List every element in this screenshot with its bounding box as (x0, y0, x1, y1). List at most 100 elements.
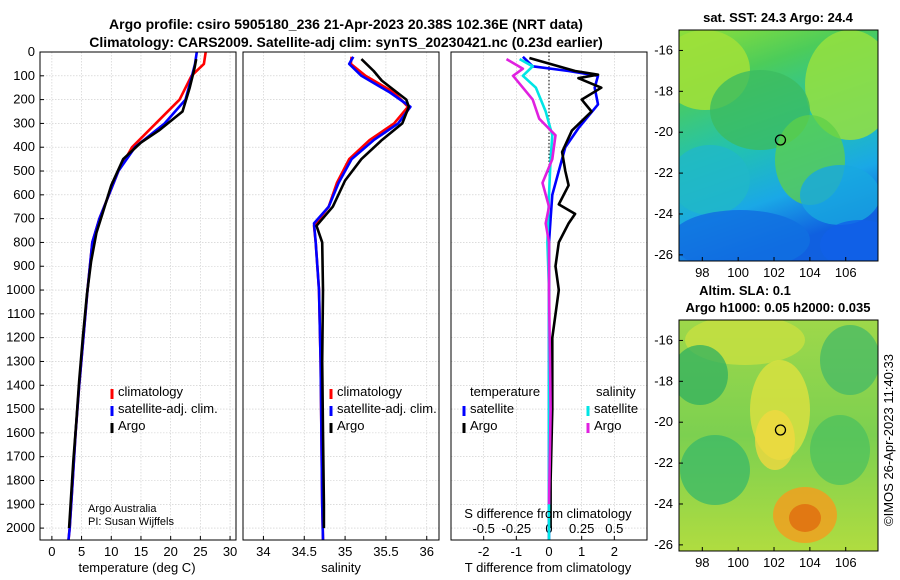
s-difference-label: S difference from climatology (464, 506, 632, 521)
legend-t-satellite: satellite (470, 401, 514, 416)
figure-title-line2: Climatology: CARS2009. Satellite-adj cli… (89, 34, 603, 50)
map-y-tick-label: -20 (654, 414, 673, 429)
x-tick-label: 2 (611, 544, 618, 559)
y-tick-label: 500 (13, 163, 35, 178)
map-y-tick-label: -18 (654, 83, 673, 98)
map-y-tick-label: -16 (654, 332, 673, 347)
sst-map-axes: 98 100 102 104 106 -16 -18 -20 -22 -24 -26 (654, 29, 879, 280)
salinity-xlabel: salinity (321, 560, 361, 575)
x-tick-label: 0 (48, 544, 55, 559)
figure-title-line1: Argo profile: csiro 5905180_236 21-Apr-2… (109, 16, 583, 32)
legend-s-argo: Argo (594, 418, 621, 433)
map-y-tick-label: -20 (654, 124, 673, 139)
map-x-tick-label: 100 (727, 265, 749, 280)
argo-location-marker (774, 424, 787, 436)
y-tick-label: 1900 (6, 496, 35, 511)
y-tick-label: 1100 (7, 306, 35, 321)
y-tick-label: 1800 (6, 472, 35, 487)
salinity-legend: climatology satellite-adj. clim. Argo (329, 384, 437, 433)
x-tick-label: 34 (256, 544, 270, 559)
map-y-tick-label: -26 (654, 247, 673, 262)
legend-salinity-title: salinity (596, 384, 636, 399)
legend-temperature-title: temperature (470, 384, 540, 399)
t-difference-xlabel: T difference from climatology (465, 560, 632, 575)
x-tick-label: 34.5 (292, 544, 317, 559)
map-y-tick-label: -26 (654, 537, 673, 552)
axes-frame (450, 51, 648, 541)
x-tick-label: 25 (193, 544, 207, 559)
sla-map-subtitle: Argo h1000: 0.05 h2000: 0.035 (686, 300, 871, 315)
y-tick-label: 300 (13, 115, 35, 130)
sla-map (679, 320, 878, 551)
x-tick-label: 1 (578, 544, 585, 559)
series-line (67, 51, 207, 541)
y-tick-label: 1500 (6, 401, 35, 416)
x-tick-label: 36 (420, 544, 434, 559)
sla-map-title: Altim. SLA: 0.1 (699, 283, 791, 298)
series-line (315, 58, 411, 529)
map-x-tick-label: 104 (799, 265, 821, 280)
legend-satellite-adj: satellite-adj. clim. (118, 401, 218, 416)
legend-t-argo: Argo (470, 418, 497, 433)
map-x-tick-label: 106 (835, 555, 857, 570)
x2-tick-label: -0.25 (502, 521, 532, 536)
y-tick-label: 0 (28, 44, 35, 59)
axes-frame (242, 51, 440, 541)
map-x-tick-label: 102 (763, 555, 785, 570)
map-y-tick-label: -22 (654, 455, 673, 470)
series-line (529, 56, 603, 529)
legend-argo-s: Argo (337, 418, 364, 433)
map-frame (678, 319, 879, 552)
x-tick-label: 15 (134, 544, 148, 559)
x2-tick-label: -0.5 (472, 521, 494, 536)
salinity-panel: 34 34.5 35 35.5 36 (242, 51, 440, 559)
map-x-tick-label: 98 (695, 265, 709, 280)
series-line (67, 58, 198, 529)
temperature-xlabel: temperature (deg C) (78, 560, 195, 575)
map-y-tick-label: -22 (654, 165, 673, 180)
series-line (312, 56, 412, 541)
x-tick-label: 10 (104, 544, 118, 559)
axes-frame (39, 51, 237, 541)
map-x-tick-label: 98 (695, 555, 709, 570)
sla-map-axes: 98 100 102 104 106 -16 -18 -20 -22 -24 -26 (654, 319, 879, 570)
y-tick-label: 100 (13, 68, 35, 83)
imos-timestamp: ©IMOS 26-Apr-2023 11:40:33 (881, 354, 896, 526)
map-y-tick-label: -16 (654, 42, 673, 57)
x-tick-label: 5 (78, 544, 85, 559)
sst-map (679, 30, 878, 261)
map-y-tick-label: -24 (654, 206, 673, 221)
map-y-tick-label: -24 (654, 496, 673, 511)
y-tick-label: 800 (13, 234, 35, 249)
y-tick-label: 700 (13, 211, 35, 226)
x-tick-label: -1 (511, 544, 523, 559)
x-tick-label: 30 (223, 544, 237, 559)
temperature-panel: 0 5 10 15 20 25 300100200300400500600700800900… (6, 44, 237, 559)
legend-climatology: climatology (118, 384, 184, 399)
series-line (518, 57, 554, 540)
map-y-tick-label: -18 (654, 373, 673, 388)
legend-s-satellite: satellite (594, 401, 638, 416)
y-tick-label: 200 (13, 92, 35, 107)
legend-argo: Argo (118, 418, 145, 433)
series-line (521, 55, 600, 540)
y-tick-label: 1700 (6, 449, 35, 464)
temperature-legend: climatology satellite-adj. clim. Argo (110, 384, 218, 433)
credit-line1: Argo Australia (88, 503, 157, 515)
x2-tick-label: 0.5 (605, 521, 623, 536)
y-tick-label: 400 (13, 139, 35, 154)
map-x-tick-label: 106 (835, 265, 857, 280)
series-line (505, 57, 557, 505)
argo-location-marker (774, 134, 787, 146)
y-tick-label: 1400 (6, 377, 35, 392)
legend-satellite-adj-s: satellite-adj. clim. (337, 401, 437, 416)
x-tick-label: 20 (163, 544, 177, 559)
x-tick-label: 35.5 (373, 544, 398, 559)
legend-climatology-s: climatology (337, 384, 403, 399)
credit-line2: PI: Susan Wijffels (88, 516, 174, 528)
map-x-tick-label: 100 (727, 555, 749, 570)
difference-legend: temperature salinity satellite Argo sate… (462, 384, 638, 433)
x-tick-label: -2 (478, 544, 490, 559)
